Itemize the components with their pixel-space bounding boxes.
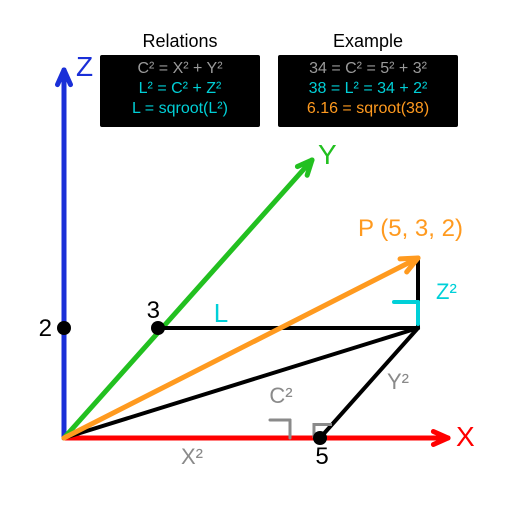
svg-text:L: L: [214, 298, 228, 328]
vector-length-diagram: Relations C² = X² + Y² L² = C² + Z² L = sqr…: [0, 0, 512, 512]
svg-text:Y: Y: [318, 139, 337, 170]
svg-text:6.16 = sqroot(38): 6.16 = sqroot(38): [307, 100, 429, 117]
svg-text:Y²: Y²: [387, 369, 409, 394]
svg-text:Example: Example: [333, 31, 403, 51]
svg-text:C² = X² + Y²: C² = X² + Y²: [137, 60, 223, 77]
svg-text:C²: C²: [269, 383, 292, 408]
svg-text:Z: Z: [76, 51, 93, 82]
svg-text:34 = C² = 5² + 3²: 34 = C² = 5² + 3²: [309, 60, 428, 77]
svg-text:5: 5: [315, 443, 328, 470]
svg-text:L² = C² + Z²: L² = C² + Z²: [139, 80, 222, 97]
svg-text:P (5, 3, 2): P (5, 3, 2): [358, 215, 463, 242]
svg-text:X²: X²: [181, 444, 203, 469]
svg-text:Relations: Relations: [142, 31, 217, 51]
svg-text:L = sqroot(L²): L = sqroot(L²): [132, 100, 228, 117]
svg-text:38 = L² = 34 + 2²: 38 = L² = 34 + 2²: [309, 80, 428, 97]
svg-text:2: 2: [39, 315, 52, 342]
svg-text:Z²: Z²: [436, 279, 457, 304]
svg-text:3: 3: [147, 297, 160, 324]
svg-text:X: X: [456, 421, 475, 452]
